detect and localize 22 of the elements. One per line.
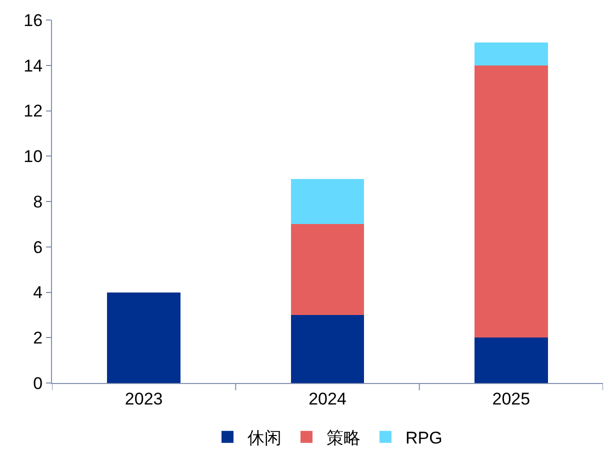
bar xyxy=(290,224,364,315)
bar xyxy=(290,314,364,383)
y-tick-label: 4 xyxy=(33,283,43,302)
x-tick-label: 2024 xyxy=(308,389,346,408)
y-tick-label: 16 xyxy=(24,10,43,30)
bar xyxy=(107,292,181,383)
legend-label: 休闲 xyxy=(248,428,282,448)
y-tick-label: 0 xyxy=(33,374,43,393)
y-tick-label: 8 xyxy=(33,192,43,212)
x-tick-label: 2023 xyxy=(124,389,163,408)
y-tick-label: 6 xyxy=(33,238,43,257)
y-tick-label: 14 xyxy=(24,56,43,76)
legend-label: 策略 xyxy=(326,428,360,448)
bar xyxy=(290,178,364,224)
bar xyxy=(474,338,548,383)
y-tick-label: 12 xyxy=(24,102,43,121)
y-tick-label: 10 xyxy=(24,147,43,166)
bar xyxy=(474,42,548,66)
x-tick-label: 2025 xyxy=(492,389,530,408)
bar xyxy=(474,65,548,338)
legend-label: RPG xyxy=(406,428,442,448)
y-tick-label: 2 xyxy=(33,328,43,348)
